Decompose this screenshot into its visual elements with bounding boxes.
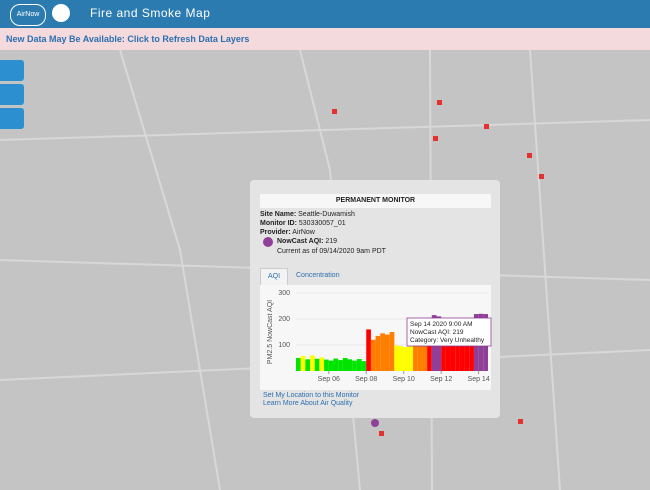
field-label: Site Name:	[260, 211, 297, 218]
logo-icon	[52, 4, 70, 22]
header: AirNow Fire and Smoke Map	[0, 0, 650, 28]
tab[interactable]: Concentration	[296, 272, 340, 279]
aqi-value: 219	[325, 238, 338, 245]
field-value: Seattle-Duwamish	[298, 211, 355, 218]
aqi-label: NowCast AQI:	[277, 238, 324, 245]
popup-heading: PERMANENT MONITOR	[260, 194, 491, 208]
field-label: Monitor ID:	[260, 220, 297, 227]
monitor-popup: PERMANENT MONITOR Site Name: Seattle-Duw…	[250, 180, 500, 418]
logo: AirNow	[10, 4, 46, 26]
as-of: Current as of 09/14/2020 9am PDT	[277, 248, 386, 255]
link[interactable]: Set My Location to this Monitor	[263, 392, 360, 399]
aqi-dot	[263, 237, 273, 247]
layer-button[interactable]	[0, 84, 24, 105]
layer-button[interactable]	[0, 108, 24, 129]
field: Provider: AirNow	[260, 228, 355, 237]
app-title: Fire and Smoke Map	[90, 6, 211, 20]
field-value: AirNow	[292, 229, 315, 236]
field-value: 530330057_01	[298, 220, 346, 227]
link[interactable]: Learn More About Air Quality	[263, 400, 353, 407]
field-label: Provider:	[260, 229, 291, 236]
field: Monitor ID: 530330057_01	[260, 219, 355, 228]
layer-button[interactable]	[0, 60, 24, 81]
chart-panel	[260, 285, 491, 390]
refresh-banner[interactable]: New Data May Be Available: Click to Refr…	[0, 28, 650, 50]
field: Site Name: Seattle-Duwamish	[260, 210, 355, 219]
tab[interactable]: AQI	[260, 268, 288, 285]
